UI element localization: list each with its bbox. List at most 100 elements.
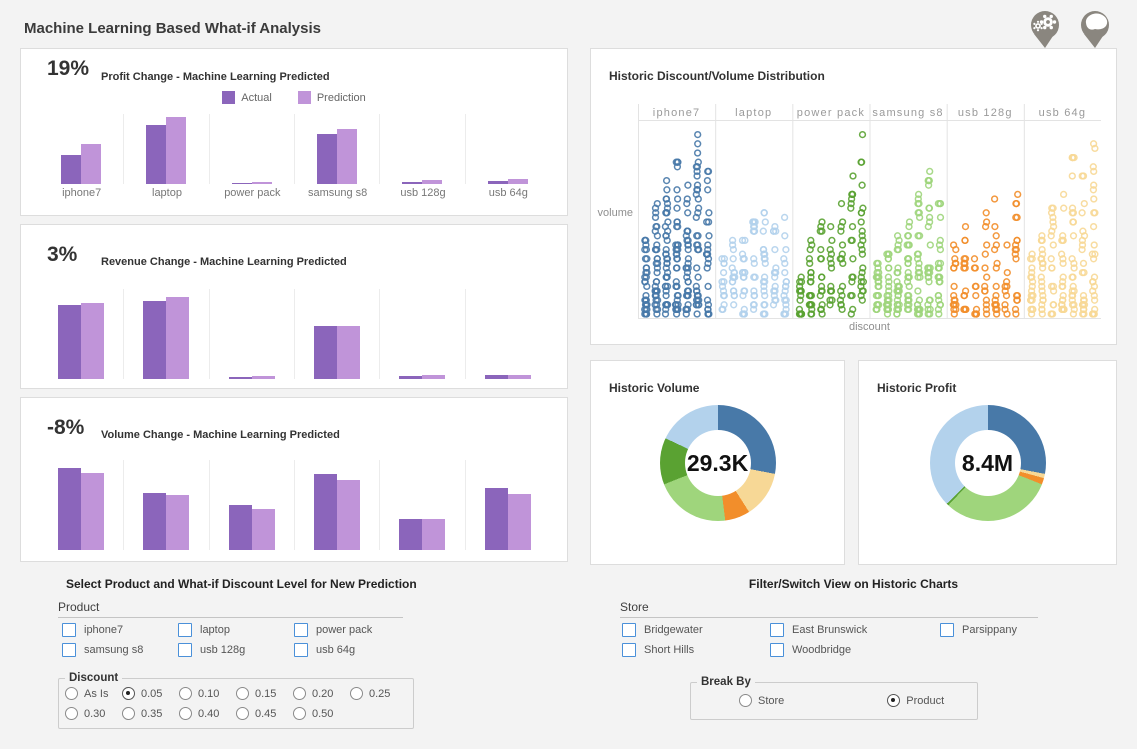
samsung-s8-actual-bar[interactable] bbox=[314, 326, 338, 379]
discount-volume-scatter[interactable]: iphone7 laptop power pack samsung s8 usb 128… bbox=[638, 104, 1101, 319]
woodbridge-checkbox[interactable] bbox=[770, 642, 784, 657]
checkbox-item-short-hills[interactable]: Short Hills bbox=[622, 642, 770, 657]
short-hills-checkbox[interactable] bbox=[622, 642, 636, 657]
laptop-prediction-bar[interactable] bbox=[166, 117, 187, 184]
laptop-prediction-bar[interactable] bbox=[166, 495, 190, 550]
005-radio[interactable] bbox=[122, 687, 135, 700]
usb-128g-prediction-bar[interactable] bbox=[422, 180, 443, 184]
laptop-checkbox[interactable] bbox=[178, 622, 192, 637]
brain-head-icon[interactable] bbox=[1075, 8, 1115, 48]
historic-volume-donut[interactable]: 29.3K bbox=[659, 405, 776, 521]
025-radio[interactable] bbox=[350, 687, 363, 700]
laptop-actual-bar[interactable] bbox=[143, 493, 167, 550]
scatter-facet-samsung-s8[interactable] bbox=[872, 167, 945, 318]
checkbox-item-bridgewater[interactable]: Bridgewater bbox=[622, 622, 770, 637]
scatter-facet-iphone7[interactable] bbox=[641, 130, 713, 318]
radio-item-store[interactable]: Store bbox=[739, 693, 784, 708]
power-pack-actual-bar[interactable] bbox=[231, 183, 252, 184]
iphone7-checkbox[interactable] bbox=[62, 622, 76, 637]
usb-64g-prediction-bar[interactable] bbox=[508, 179, 529, 184]
usb-128g-prediction-bar[interactable] bbox=[422, 375, 446, 379]
045-radio[interactable] bbox=[236, 707, 249, 720]
050-radio[interactable] bbox=[293, 707, 306, 720]
parsippany-checkbox[interactable] bbox=[940, 622, 954, 637]
samsung-s8-checkbox[interactable] bbox=[62, 642, 76, 657]
iphone7-prediction-bar[interactable] bbox=[81, 473, 105, 550]
scatter-facet-laptop[interactable] bbox=[718, 209, 790, 318]
030-radio[interactable] bbox=[65, 707, 78, 720]
radio-item-050[interactable]: 0.50 bbox=[293, 706, 350, 721]
scatter-facet-power-pack[interactable] bbox=[795, 130, 868, 318]
checkbox-item-laptop[interactable]: laptop bbox=[178, 622, 294, 637]
bar-group-power-pack bbox=[210, 460, 295, 550]
samsung-s8-actual-bar[interactable] bbox=[314, 474, 338, 550]
power-pack-prediction-bar[interactable] bbox=[251, 509, 275, 550]
iphone7-prediction-bar[interactable] bbox=[81, 303, 105, 379]
020-radio[interactable] bbox=[293, 687, 306, 700]
checkbox-item-power-pack[interactable]: power pack bbox=[294, 622, 444, 637]
checkbox-item-east-brunswick[interactable]: East Brunswick bbox=[770, 622, 940, 637]
donut-ring[interactable] bbox=[659, 405, 776, 521]
checkbox-item-parsippany[interactable]: Parsippany bbox=[940, 622, 1090, 637]
usb-64g-prediction-bar[interactable] bbox=[508, 494, 532, 550]
east-brunswick-checkbox[interactable] bbox=[770, 622, 784, 637]
laptop-actual-bar[interactable] bbox=[143, 301, 167, 379]
040-radio[interactable] bbox=[179, 707, 192, 720]
010-radio[interactable] bbox=[179, 687, 192, 700]
radio-item-025[interactable]: 0.25 bbox=[350, 686, 407, 701]
usb-64g-actual-bar[interactable] bbox=[488, 181, 509, 184]
laptop-actual-bar[interactable] bbox=[146, 125, 167, 184]
radio-item-040[interactable]: 0.40 bbox=[179, 706, 236, 721]
legend-item-actual[interactable]: Actual bbox=[222, 91, 272, 104]
power-pack-checkbox[interactable] bbox=[294, 622, 308, 637]
bridgewater-checkbox[interactable] bbox=[622, 622, 636, 637]
samsung-s8-actual-bar[interactable] bbox=[317, 134, 338, 184]
iphone7-actual-bar[interactable] bbox=[58, 305, 82, 379]
radio-item-045[interactable]: 0.45 bbox=[236, 706, 293, 721]
power-pack-actual-bar[interactable] bbox=[228, 505, 252, 550]
donut-ring[interactable] bbox=[929, 405, 1046, 521]
usb-64g-checkbox[interactable] bbox=[294, 642, 308, 657]
usb-64g-prediction-bar[interactable] bbox=[508, 375, 532, 379]
radio-item-product[interactable]: Product bbox=[887, 693, 944, 708]
usb-128g-actual-bar[interactable] bbox=[399, 519, 423, 550]
product-radio[interactable] bbox=[887, 694, 901, 707]
radio-item-030[interactable]: 0.30 bbox=[65, 706, 122, 721]
scatter-facet-usb-128g[interactable] bbox=[949, 190, 1022, 318]
power-pack-prediction-bar[interactable] bbox=[251, 182, 272, 184]
gears-head-icon[interactable] bbox=[1025, 8, 1065, 48]
laptop-prediction-bar[interactable] bbox=[166, 297, 190, 379]
as-is-radio[interactable] bbox=[65, 687, 78, 700]
samsung-s8-prediction-bar[interactable] bbox=[337, 480, 361, 550]
usb-128g-actual-bar[interactable] bbox=[402, 182, 423, 184]
iphone7-actual-bar[interactable] bbox=[58, 468, 82, 550]
iphone7-prediction-bar[interactable] bbox=[81, 144, 102, 184]
radio-item-as-is[interactable]: As Is bbox=[65, 686, 122, 701]
usb-128g-checkbox[interactable] bbox=[178, 642, 192, 657]
legend-item-prediction[interactable]: Prediction bbox=[297, 91, 366, 104]
usb-64g-actual-bar[interactable] bbox=[485, 375, 509, 379]
store-radio[interactable] bbox=[739, 694, 752, 707]
usb-128g-actual-bar[interactable] bbox=[399, 376, 423, 379]
checkbox-item-samsung-s8[interactable]: samsung s8 bbox=[62, 642, 178, 657]
power-pack-prediction-bar[interactable] bbox=[251, 376, 275, 379]
checkbox-item-usb-128g[interactable]: usb 128g bbox=[178, 642, 294, 657]
radio-item-020[interactable]: 0.20 bbox=[293, 686, 350, 701]
iphone7-actual-bar[interactable] bbox=[61, 155, 82, 184]
radio-item-010[interactable]: 0.10 bbox=[179, 686, 236, 701]
samsung-s8-prediction-bar[interactable] bbox=[337, 326, 361, 379]
usb-64g-actual-bar[interactable] bbox=[485, 488, 509, 550]
historic-profit-donut[interactable]: 8.4M bbox=[929, 405, 1046, 521]
samsung-s8-prediction-bar[interactable] bbox=[337, 129, 358, 184]
usb-128g-prediction-bar[interactable] bbox=[422, 519, 446, 550]
power-pack-actual-bar[interactable] bbox=[228, 377, 252, 379]
radio-item-035[interactable]: 0.35 bbox=[122, 706, 179, 721]
radio-item-015[interactable]: 0.15 bbox=[236, 686, 293, 701]
radio-item-005[interactable]: 0.05 bbox=[122, 686, 179, 701]
035-radio[interactable] bbox=[122, 707, 135, 720]
checkbox-item-woodbridge[interactable]: Woodbridge bbox=[770, 642, 940, 657]
checkbox-item-iphone7[interactable]: iphone7 bbox=[62, 622, 178, 637]
015-radio[interactable] bbox=[236, 687, 249, 700]
scatter-facet-usb-64g[interactable] bbox=[1026, 140, 1099, 318]
checkbox-item-usb-64g[interactable]: usb 64g bbox=[294, 642, 444, 657]
